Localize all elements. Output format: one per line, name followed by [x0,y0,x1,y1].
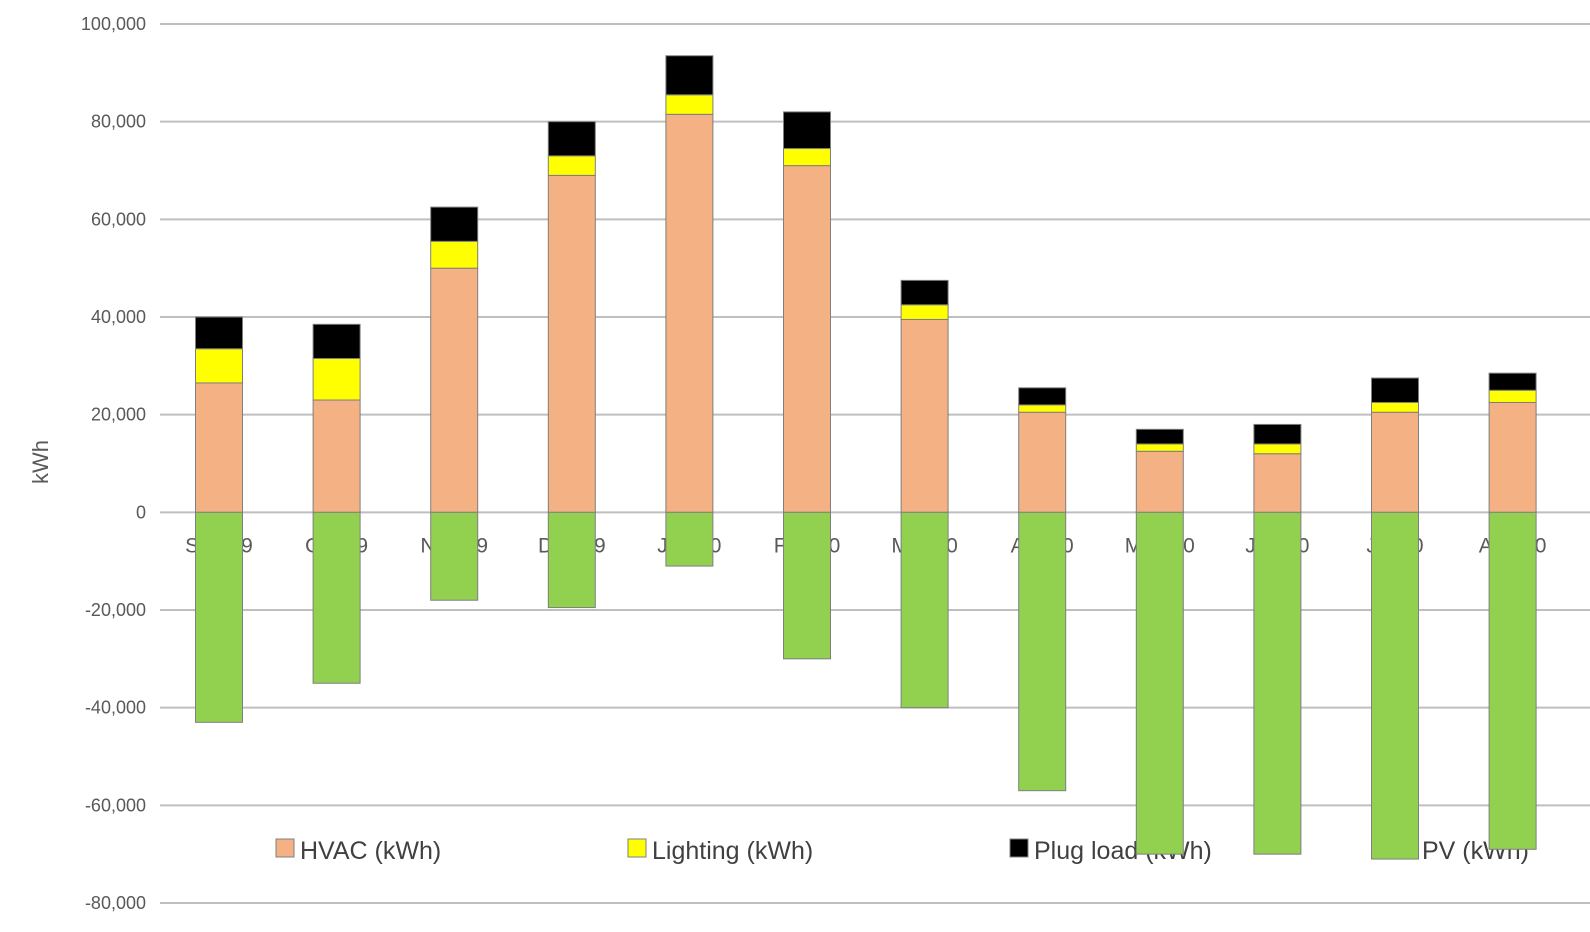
bar-plug-load [665,55,714,96]
bar-plug-load [195,316,243,350]
bar-lighting [900,304,949,320]
y-tick-label: 20,000 [91,405,146,425]
bar-plug-load [547,121,596,157]
bar-pv [1018,511,1067,792]
legend-swatch-plug-load [1009,838,1029,858]
bar-plug-load [1253,423,1302,445]
bar-hvac [195,382,243,513]
y-tick-label: -20,000 [85,600,146,620]
bar-hvac [900,318,949,513]
legend-label-plug-load: Plug load (kWh) [1034,837,1212,865]
y-tick-label: 60,000 [91,209,146,229]
bar-lighting [783,148,831,167]
bar-hvac [1371,411,1419,513]
legend-label-lighting: Lighting (kWh) [652,837,813,865]
bar-lighting [1488,389,1537,403]
bar-plug-load [312,323,361,360]
bar-plug-load [900,279,949,306]
bar-hvac [665,113,714,513]
bar-lighting [547,155,596,176]
bar-pv [1253,511,1302,855]
bar-lighting [430,240,479,269]
y-tick-label: 100,000 [81,14,146,34]
bar-hvac [1488,401,1537,513]
bar-lighting [1253,443,1302,455]
bar-hvac [430,267,479,513]
y-tick-label: -80,000 [85,893,146,913]
bar-plug-load [430,206,479,242]
y-tick-label: 0 [136,502,146,522]
x-axis-tick-labels: Sep-19Oct-19Nov-19Dec-19Jan-20Feb-20Mar-… [185,534,1546,557]
y-tick-label: -60,000 [85,795,146,815]
legend-swatch-lighting [627,838,647,858]
y-tick-label: -40,000 [85,698,146,718]
bars [195,55,1537,860]
bar-hvac [1253,453,1302,513]
bar-pv [665,511,714,567]
bar-plug-load [783,111,831,150]
legend-swatch-hvac [275,838,295,858]
bar-pv [547,511,596,609]
bar-plug-load [1018,387,1067,406]
bar-pv [783,511,831,660]
bar-pv [312,511,361,684]
bar-pv [1488,511,1537,850]
bar-pv [1135,511,1184,855]
bar-plug-load [1371,377,1419,403]
bar-lighting [312,358,361,401]
bar-pv [900,511,949,709]
bar-hvac [547,174,596,513]
gridlines [160,23,1590,904]
bar-pv [430,511,479,601]
bar-plug-load [1135,428,1184,445]
bar-plug-load [1488,372,1537,391]
y-axis-label: kWh [28,440,53,484]
bar-lighting [1018,404,1067,413]
bar-hvac [1135,450,1184,513]
bar-hvac [312,399,361,513]
bar-lighting [1371,401,1419,413]
legend: HVAC (kWh) Lighting (kWh) Plug load (kWh) P… [275,837,1529,865]
y-tick-label: 80,000 [91,112,146,132]
bar-lighting [195,348,243,384]
bar-lighting [665,94,714,115]
y-tick-label: 40,000 [91,307,146,327]
legend-label-hvac: HVAC (kWh) [300,837,441,865]
bar-pv [1371,511,1419,860]
bar-hvac [783,165,831,513]
bar-pv [195,511,243,723]
bar-lighting [1135,443,1184,452]
y-axis-tick-labels: 100,000 80,000 60,000 40,000 20,000 0 -20,000 -… [81,14,146,913]
bar-hvac [1018,411,1067,513]
